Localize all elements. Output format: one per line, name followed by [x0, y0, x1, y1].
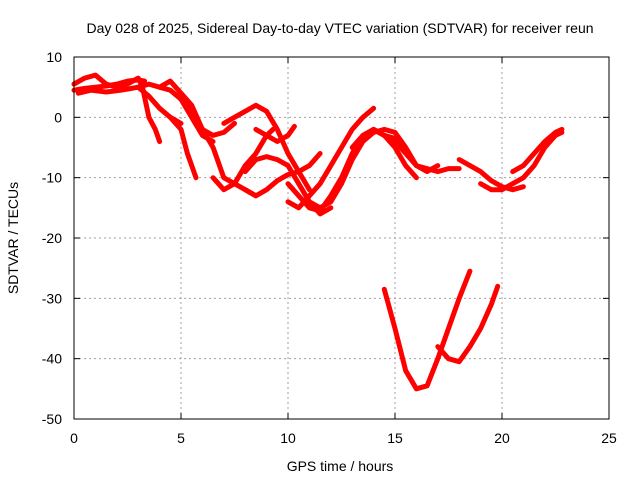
series-line-arc-3: [75, 84, 184, 126]
series-line-arc-21: [478, 129, 565, 193]
x-tick-label: 5: [177, 430, 185, 446]
x-tick-label: 25: [601, 430, 617, 446]
series-line-arc-9: [221, 102, 312, 193]
series-line-arc-4: [135, 81, 216, 144]
chart-title: Day 028 of 2025, Sidereal Day-to-day VTE…: [86, 20, 593, 36]
y-tick-label: 0: [54, 109, 62, 125]
y-tick-label: 10: [46, 49, 62, 65]
y-tick-label: -50: [42, 411, 62, 427]
y-axis-label: SDTVAR / TECUs: [5, 182, 21, 294]
series-line-arc-2: [71, 72, 163, 144]
series-line-arc-12: [253, 123, 297, 144]
series-line-arc-18: [381, 268, 473, 392]
series-line-arc-20: [456, 157, 526, 193]
series-line-arc-16: [349, 126, 462, 175]
y-tick-label: -40: [42, 351, 62, 367]
series-line-arc-22: [510, 126, 565, 175]
series-line-arc-13: [285, 105, 377, 211]
x-tick-label: 20: [494, 430, 510, 446]
x-tick-label: 15: [387, 430, 403, 446]
series-line-arc-14: [285, 126, 419, 214]
x-tick-label: 0: [70, 430, 78, 446]
axis-ticks: 0 5 10 15 20 25 -50 -40 -30 -20 -10 0 10: [42, 49, 617, 446]
grid: [74, 57, 609, 419]
x-tick-label: 10: [280, 430, 296, 446]
y-tick-label: -20: [42, 230, 62, 246]
series-line-arc-11: [242, 151, 323, 199]
series-line-arc-17: [371, 126, 404, 144]
y-tick-label: -30: [42, 290, 62, 306]
x-axis-label: GPS time / hours: [287, 458, 394, 474]
series-line-arc-6: [167, 114, 199, 181]
series-line-arc-19: [435, 283, 501, 365]
y-tick-label: -10: [42, 170, 62, 186]
series-group: [71, 72, 565, 392]
